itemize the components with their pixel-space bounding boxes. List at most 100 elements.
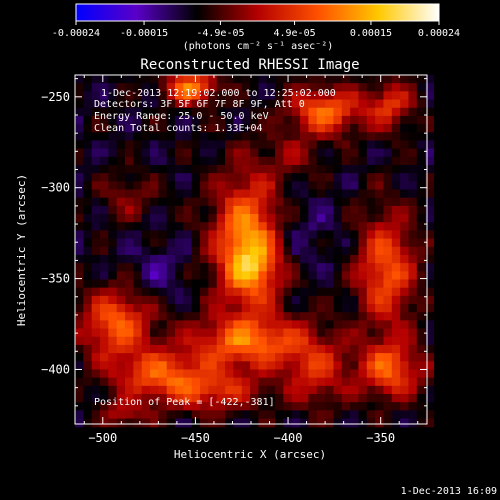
heatmap-cell [358,132,368,142]
heatmap-cell [216,385,226,395]
heatmap-cell [266,75,276,84]
heatmap-cell [275,295,285,305]
heatmap-cell [200,230,209,240]
heatmap-cell [366,320,376,330]
heatmap-cell [391,410,401,420]
heatmap-cell [116,164,126,174]
heatmap-cell [150,181,159,191]
heatmap-cell [100,91,109,101]
heatmap-cell [275,156,285,166]
heatmap-cell [133,418,143,428]
colorbar-tick-label: 0.00015 [350,28,392,39]
heatmap-cell [425,394,435,403]
heatmap-cell [416,83,426,92]
heatmap-cell [175,344,184,354]
heatmap-cell [416,173,426,182]
heatmap-cell [150,385,159,395]
heatmap-cell [183,254,193,264]
heatmap-cell [158,369,168,379]
heatmap-cell [258,402,268,411]
heatmap-cell [266,295,276,305]
heatmap-cell [108,115,118,125]
heatmap-cell [166,279,176,289]
heatmap-cell [241,189,251,199]
heatmap-cell [100,263,109,272]
heatmap-cell [400,107,410,117]
heatmap-cell [258,336,268,346]
heatmap-cell [91,115,101,125]
heatmap-cell [175,361,184,371]
heatmap-cell [200,115,209,125]
heatmap-cell [191,385,201,395]
heatmap-cell [400,287,410,297]
heatmap-cell [391,115,401,125]
heatmap-cell [100,107,109,117]
heatmap-cell [425,418,435,428]
heatmap-cell [141,181,151,191]
heatmap-cell [375,164,385,174]
heatmap-cell [375,295,385,305]
heatmap-cell [350,99,360,109]
heatmap-cell [200,394,209,403]
heatmap-cell [116,394,126,403]
heatmap-cell [366,385,376,395]
heatmap-cell [241,369,251,379]
heatmap-cell [333,238,343,248]
heatmap-cell [308,197,318,207]
heatmap-cell [266,418,276,428]
heatmap-cell [300,394,310,403]
heatmap-cell [108,238,118,248]
heatmap-cell [75,99,84,109]
heatmap-cell [400,336,410,346]
heatmap-cell [325,132,335,142]
heatmap-cell [258,369,268,379]
heatmap-cell [133,75,143,84]
heatmap-cell [391,295,401,305]
heatmap-cell [83,385,93,395]
heatmap-cell [91,312,101,321]
heatmap-cell [350,222,360,232]
heatmap-cell [133,394,143,403]
heatmap-cell [300,287,310,297]
heatmap-cell [191,402,201,411]
heatmap-cell [241,181,251,191]
heatmap-cell [91,402,101,411]
heatmap-cell [83,189,93,199]
y-tick-label: −400 [41,362,70,376]
heatmap-cell [408,148,418,158]
heatmap-cell [116,173,126,182]
heatmap-cell [100,369,109,379]
heatmap-cell [141,156,151,166]
heatmap-cell [366,238,376,248]
heatmap-cell [100,99,109,109]
heatmap-cell [283,295,293,305]
heatmap-cell [291,418,301,428]
heatmap-cell [283,336,293,346]
heatmap-cell [275,287,285,297]
heatmap-cell [191,271,201,281]
heatmap-cell [108,99,118,109]
heatmap-cell [150,75,159,84]
heatmap-cell [416,164,426,174]
heatmap-cell [166,312,176,321]
heatmap-cell [316,115,326,125]
heatmap-cell [216,238,226,248]
heatmap-cell [133,312,143,321]
heatmap-cell [208,164,218,174]
heatmap-cell [408,205,418,215]
heatmap-cell [175,254,184,264]
heatmap-cell [100,189,109,199]
heatmap-cell [133,238,143,248]
heatmap-cell [200,418,209,428]
heatmap-cell [425,156,435,166]
heatmap-cell [341,156,351,166]
heatmap-cell [225,156,234,166]
heatmap-cell [241,402,251,411]
heatmap-cell [300,418,310,428]
heatmap-cell [200,148,209,158]
heatmap-cell [350,271,360,281]
heatmap-cell [191,336,201,346]
heatmap-cell [283,156,293,166]
x-tick-label: −400 [274,431,303,445]
heatmap-cell [208,344,218,354]
